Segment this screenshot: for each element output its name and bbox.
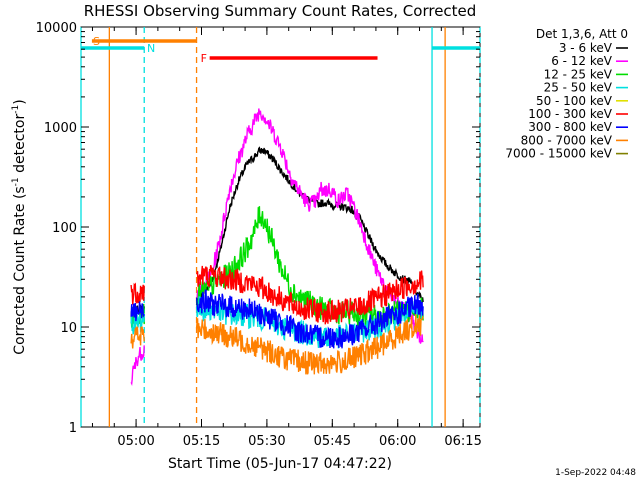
legend-label: 3 - 6 keV [559, 41, 613, 55]
series-line [130, 312, 145, 335]
x-tick-label: 05:30 [248, 434, 285, 449]
legend-label: 800 - 7000 keV [521, 133, 613, 147]
flag-label: F [201, 52, 207, 65]
series-line [130, 301, 145, 322]
y-axis: 1 10 100 1000 10000 [36, 21, 480, 436]
y-axis-label: Corrected Count Rate (s-1 detector-1) [11, 99, 28, 354]
series-line [195, 314, 424, 375]
x-axis-label: Start Time (05-Jun-17 04:47:22) [168, 456, 392, 472]
legend-label: 12 - 25 keV [544, 67, 613, 81]
y-tick-label: 10000 [36, 21, 77, 36]
legend-label: 100 - 300 keV [528, 107, 612, 121]
y-tick-label: 1000 [44, 121, 77, 136]
flag-label: S [93, 35, 100, 48]
flag-bars: S N F [81, 35, 480, 65]
y-tick-label: 1 [69, 421, 77, 436]
legend-label: 7000 - 15000 keV [505, 147, 612, 161]
legend-label: 300 - 800 keV [528, 120, 612, 134]
x-tick-label: 05:00 [117, 434, 154, 449]
legend-header: Det 1,3,6, Att 0 [536, 27, 628, 41]
flag-label: N [147, 42, 155, 55]
interval-markers [80, 27, 481, 427]
series-lines [130, 108, 424, 387]
x-tick-label: 05:45 [314, 434, 351, 449]
y-tick-label: 100 [52, 221, 77, 236]
y-tick-label: 10 [60, 321, 77, 336]
x-axis: 05:00 05:15 05:30 05:45 06:00 06:15 [91, 27, 482, 449]
footer-timestamp: 1-Sep-2022 04:48 [555, 468, 636, 478]
series-line [130, 282, 145, 305]
x-tick-label: 06:15 [444, 434, 481, 449]
x-tick-label: 05:15 [183, 434, 220, 449]
legend-label: 50 - 100 keV [536, 94, 613, 108]
series-line [130, 326, 145, 349]
x-tick-label: 06:00 [379, 434, 416, 449]
series-line [195, 289, 424, 349]
series-line [195, 296, 424, 349]
legend-label: 6 - 12 keV [551, 54, 613, 68]
legend-label: 25 - 50 keV [544, 81, 613, 95]
series-line [130, 345, 145, 387]
chart-title: RHESSI Observing Summary Count Rates, Co… [84, 2, 477, 20]
series-line [195, 265, 424, 325]
plot-frame [80, 26, 481, 428]
